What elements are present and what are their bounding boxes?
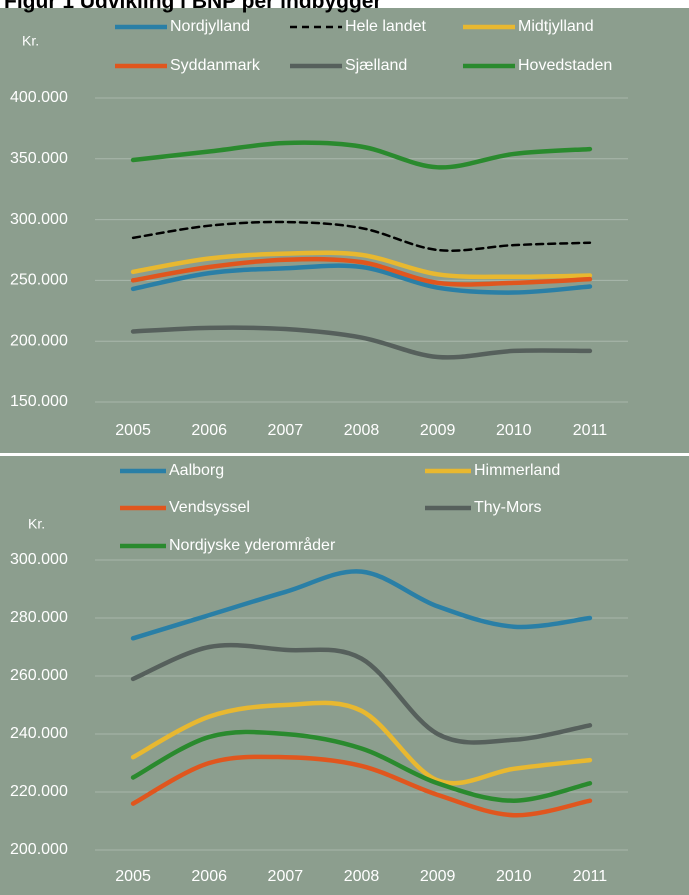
legend-label: Thy-Mors [474,499,542,516]
legend-label: Hovedstaden [518,57,612,74]
y-tick-label: 350.000 [10,150,68,167]
x-tick-label: 2008 [344,422,380,439]
y-tick-label: 220.000 [10,783,68,800]
series-line [130,263,593,295]
series-line [130,250,593,280]
legend-label: Himmerland [474,462,560,479]
legend-label: Vendsyssel [169,499,250,516]
series-line [131,220,592,252]
series-line [130,642,593,745]
series-line [130,325,593,360]
series-line [130,754,593,818]
y-tick-label: 300.000 [10,551,68,568]
x-tick-label: 2009 [420,422,456,439]
legend-label: Nordjylland [170,18,250,35]
x-tick-label: 2010 [496,422,532,439]
x-tick-label: 2008 [344,868,380,885]
legend-label: Syddanmark [170,57,261,74]
panel-background [0,8,689,453]
x-tick-label: 2011 [573,868,608,885]
y-tick-label: 300.000 [10,211,68,228]
legend-label: Sjælland [345,57,407,74]
series-line [130,256,593,287]
chart-title: Figur 1 Udvikling i BNP per indbygger [4,0,382,13]
y-tick-label: 200.000 [10,841,68,858]
x-tick-label: 2005 [115,868,151,885]
y-tick-label: 240.000 [10,725,68,742]
legend-label: Nordjyske yderområder [169,536,336,554]
x-tick-label: 2011 [573,422,608,439]
y-tick-label: 280.000 [10,609,68,626]
x-tick-label: 2007 [268,422,304,439]
series-line [130,729,593,803]
y-axis-label: Kr. [22,33,39,49]
x-tick-label: 2005 [115,422,151,439]
legend-label: Aalborg [169,462,224,479]
series-line [130,569,593,641]
x-tick-label: 2009 [420,868,456,885]
y-tick-label: 150.000 [10,393,68,410]
y-tick-label: 200.000 [10,332,68,349]
x-tick-label: 2006 [191,868,227,885]
y-tick-label: 260.000 [10,667,68,684]
y-axis-label: Kr. [28,516,45,532]
x-tick-label: 2010 [496,868,532,885]
series-line [130,700,593,786]
legend-label: Midtjylland [518,18,594,35]
legend-label: Hele landet [345,18,427,35]
x-tick-label: 2007 [268,868,304,885]
y-tick-label: 400.000 [10,89,68,106]
y-tick-label: 250.000 [10,272,68,289]
series-line [130,140,593,170]
x-tick-label: 2006 [191,422,227,439]
